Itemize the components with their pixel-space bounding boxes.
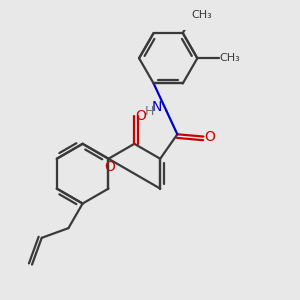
Text: H: H [145, 105, 154, 118]
Text: O: O [136, 110, 146, 124]
Text: O: O [205, 130, 215, 144]
Text: O: O [104, 160, 115, 174]
Text: CH₃: CH₃ [192, 11, 212, 20]
Text: N: N [152, 100, 162, 114]
Text: CH₃: CH₃ [219, 53, 240, 63]
